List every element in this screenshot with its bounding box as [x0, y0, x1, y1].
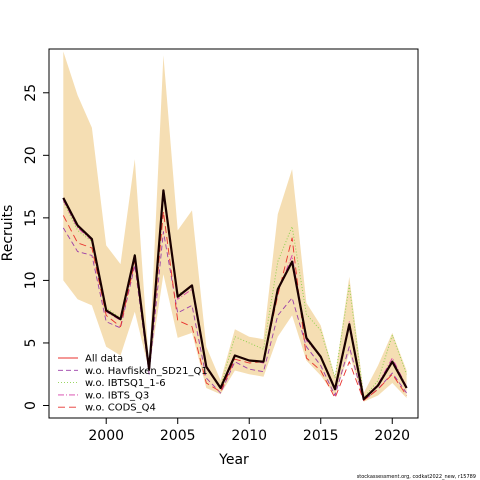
legend-label-2: w.o. IBTSQ1_1-6	[85, 378, 166, 389]
y-tick-label: 25	[23, 84, 39, 102]
y-axis-title: Recruits	[0, 205, 16, 262]
series-line-0	[62, 189, 408, 401]
legend-label-3: w.o. IBTS_Q3	[85, 390, 149, 401]
series-line-1	[62, 227, 407, 401]
x-axis-title: Year	[218, 452, 249, 468]
y-tick-label: 5	[23, 338, 39, 347]
y-tick-label: 20	[23, 146, 39, 164]
confidence-band	[63, 51, 407, 402]
x-tick-label: 2000	[88, 428, 124, 444]
x-tick-label: 2020	[374, 428, 410, 444]
y-tick-label: 15	[23, 209, 39, 227]
x-tick-label: 2015	[303, 428, 339, 444]
footnote: stockassessment.org, codkat2022_new, r15…	[357, 474, 476, 480]
series-lines	[62, 189, 408, 401]
x-tick-label: 2010	[231, 428, 267, 444]
y-axis: 0 5 10 15 20 25	[23, 84, 49, 410]
y-tick-label: 0	[23, 401, 39, 410]
x-tick-label: 2005	[160, 428, 196, 444]
x-axis: 2000 2005 2010 2015 2020	[88, 418, 410, 444]
plot-frame	[48, 48, 419, 419]
legend-label-1: w.o. Havfisken_SD21_Q1	[85, 366, 208, 377]
y-tick-label: 10	[23, 271, 39, 289]
series-line-3	[62, 193, 408, 400]
series-line-4	[62, 211, 407, 401]
legend-label-0: All data	[85, 354, 123, 365]
confidence-band-area	[63, 51, 407, 402]
legend-label-4: w.o. CODS_Q4	[85, 403, 156, 414]
